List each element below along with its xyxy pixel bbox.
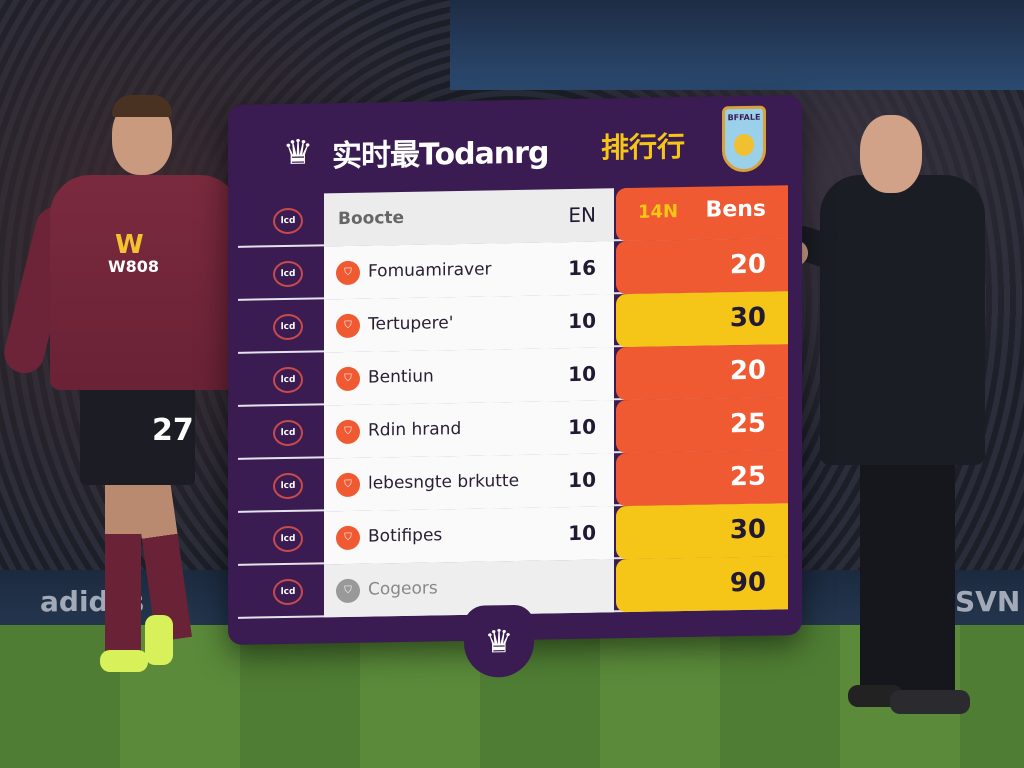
board-title: 实时最Todanrg xyxy=(332,135,549,175)
coach xyxy=(781,110,990,720)
points: 90 xyxy=(729,567,766,599)
rank-badge: lcd xyxy=(273,260,303,288)
team-name: Cogeors xyxy=(368,578,438,600)
rank-badge: lcd xyxy=(273,472,303,500)
matches-played: 16 xyxy=(568,255,596,281)
board-subtitle: 排行行 xyxy=(601,130,686,165)
points-column-header: Bens xyxy=(705,196,766,223)
points: 30 xyxy=(729,302,766,334)
team-logo-icon: ⛉ xyxy=(336,419,360,445)
table-row: lcd ⛉ Botifipes 10 30 xyxy=(238,503,788,566)
team-name: Bentiun xyxy=(368,366,434,388)
points-label-left: 14N xyxy=(638,201,679,223)
rank-badge: lcd xyxy=(273,313,303,341)
table-header-row: lcd Boocte EN 14N Bens xyxy=(238,185,788,248)
team-column-header: Boocte xyxy=(338,207,405,230)
team-name: Rdin hrand xyxy=(368,418,462,441)
matches-played: 10 xyxy=(568,520,596,546)
team-logo-icon: ⛉ xyxy=(336,313,360,339)
points: 20 xyxy=(729,355,766,387)
rank-badge: lcd xyxy=(273,366,303,394)
rank-badge: lcd xyxy=(273,419,303,447)
team-name: Fomuamiraver xyxy=(368,259,492,282)
team-logo-icon: ⛉ xyxy=(336,472,360,498)
points: 25 xyxy=(729,408,766,440)
shirt-sponsor-logo: W xyxy=(115,230,144,260)
team-name: lebesngte brkutte xyxy=(368,470,520,494)
standings-board: ♛ 实时最Todanrg 排行行 BFFALE lcd Boocte EN 14… xyxy=(228,94,802,678)
player: W W808 27 xyxy=(0,95,250,685)
team-logo-icon: ⛉ xyxy=(336,578,360,604)
team-logo-icon: ⛉ xyxy=(336,525,360,551)
stand-roof xyxy=(450,0,1024,90)
matches-played: 10 xyxy=(568,414,596,440)
ad-text: SVN xyxy=(955,585,1021,618)
rank-badge: lcd xyxy=(273,207,303,235)
matches-played: 10 xyxy=(568,308,596,334)
table-row: lcd ⛉ Tertupere' 10 30 xyxy=(238,291,788,354)
board-header: ♛ 实时最Todanrg 排行行 BFFALE xyxy=(228,95,802,195)
shirt-sponsor: W808 xyxy=(108,257,160,276)
points: 25 xyxy=(729,461,766,493)
matches-played: 10 xyxy=(568,467,596,493)
table-row: lcd ⛉ Fomuamiraver 16 20 xyxy=(238,238,788,301)
points: 20 xyxy=(729,249,766,281)
rank-badge: lcd xyxy=(273,525,303,553)
table-row: lcd ⛉ Rdin hrand 10 25 xyxy=(238,397,788,460)
shorts-number: 27 xyxy=(152,413,194,448)
table-row: lcd ⛉ Bentiun 10 20 xyxy=(238,344,788,407)
team-logo-icon: ⛉ xyxy=(336,260,360,286)
matches-played: 10 xyxy=(568,361,596,387)
standings-table: lcd Boocte EN 14N Bens lcd ⛉ Fomuamirave… xyxy=(238,185,788,619)
rank-badge: lcd xyxy=(273,578,303,606)
team-name: Botifipes xyxy=(368,525,443,547)
played-column-header: EN xyxy=(568,202,596,228)
team-name: Tertupere' xyxy=(368,313,454,335)
points: 30 xyxy=(729,514,766,546)
club-crest-icon: BFFALE xyxy=(722,105,766,173)
team-logo-icon: ⛉ xyxy=(336,366,360,392)
table-row: lcd ⛉ lebesngte brkutte 10 25 xyxy=(238,450,788,513)
lion-logo-icon: ♛ xyxy=(282,132,314,174)
